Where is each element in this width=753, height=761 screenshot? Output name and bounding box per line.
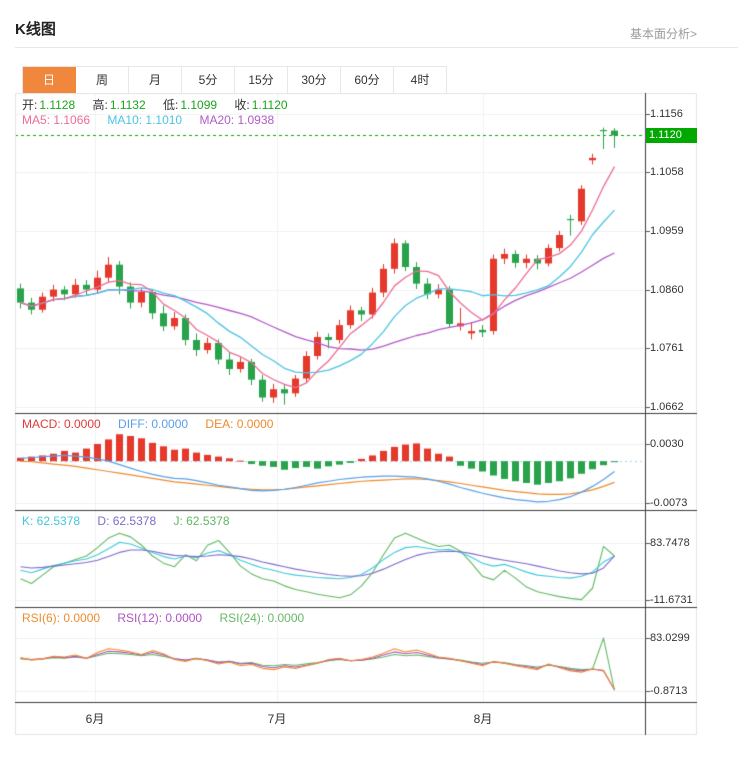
kdj-legend: K: 62.5378 D: 62.5378 J: 62.5378 — [22, 514, 244, 528]
page-title: K线图 — [15, 21, 56, 38]
header-divider — [15, 47, 738, 48]
rsi24-value: RSI(24): 0.0000 — [219, 611, 305, 625]
x-axis-label: 8月 — [473, 712, 493, 726]
period-tabs: 日 周 月 5分 15分 30分 60分 4时 — [22, 66, 447, 94]
ma10-value: MA10: 1.1010 — [107, 113, 183, 127]
rsi-legend: RSI(6): 0.0000 RSI(12): 0.0000 RSI(24): … — [22, 611, 318, 625]
high-label: 高: — [92, 98, 108, 112]
diff-value: DIFF: 0.0000 — [118, 417, 189, 431]
open-label: 开: — [22, 98, 38, 112]
ohlc-legend: 开: 1.1128 高: 1.1132 低: 1.1099 收: 1.1120 — [22, 96, 302, 113]
fundamental-analysis-link[interactable]: 基本面分析> — [629, 27, 697, 41]
rsi12-value: RSI(12): 0.0000 — [117, 611, 203, 625]
low-value: 1.1099 — [180, 98, 218, 112]
close-label: 收: — [234, 98, 250, 112]
last-price-badge: 1.1120 — [646, 127, 697, 143]
tab-day[interactable]: 日 — [23, 67, 76, 93]
tab-60min[interactable]: 60分 — [341, 67, 394, 93]
y-axis-label: 83.7478 — [650, 537, 690, 549]
tab-4hour[interactable]: 4时 — [394, 67, 446, 93]
tab-month[interactable]: 月 — [129, 67, 182, 93]
ma5-value: MA5: 1.1066 — [22, 113, 91, 127]
y-axis-label: 1.1156 — [650, 108, 683, 120]
tab-5min[interactable]: 5分 — [182, 67, 235, 93]
macd-value: MACD: 0.0000 — [22, 417, 101, 431]
tab-week[interactable]: 周 — [76, 67, 129, 93]
y-axis-label: -0.0073 — [650, 497, 688, 509]
tab-15min[interactable]: 15分 — [235, 67, 288, 93]
y-axis-label: 1.1058 — [650, 166, 684, 179]
high-value: 1.1132 — [109, 98, 146, 112]
x-axis-label: 7月 — [267, 712, 287, 726]
open-value: 1.1128 — [39, 98, 76, 112]
k-value: K: 62.5378 — [22, 514, 81, 528]
x-axis-label: 6月 — [85, 712, 105, 726]
y-axis-label: 1.0959 — [650, 224, 684, 237]
close-value: 1.1120 — [251, 98, 288, 112]
tab-30min[interactable]: 30分 — [288, 67, 341, 93]
ma-legend: MA5: 1.1066 MA10: 1.1010 MA20: 1.0938 — [22, 113, 288, 127]
d-value: D: 62.5378 — [97, 514, 157, 528]
rsi6-value: RSI(6): 0.0000 — [22, 611, 101, 625]
low-label: 低: — [163, 98, 179, 112]
j-value: J: 62.5378 — [173, 514, 230, 528]
y-axis-label: 0.0030 — [650, 438, 684, 450]
ma20-value: MA20: 1.0938 — [199, 113, 275, 127]
macd-legend: MACD: 0.0000 DIFF: 0.0000 DEA: 0.0000 — [22, 417, 287, 431]
dea-value: DEA: 0.0000 — [205, 417, 274, 431]
y-axis-label: 1.0662 — [650, 401, 684, 413]
y-axis-label: 83.0299 — [650, 632, 690, 644]
y-axis-label: -0.8713 — [650, 685, 688, 697]
y-axis-label: 1.0761 — [650, 342, 684, 355]
y-axis-label: -11.6731 — [650, 594, 693, 606]
y-axis-label: 1.0860 — [650, 283, 684, 296]
